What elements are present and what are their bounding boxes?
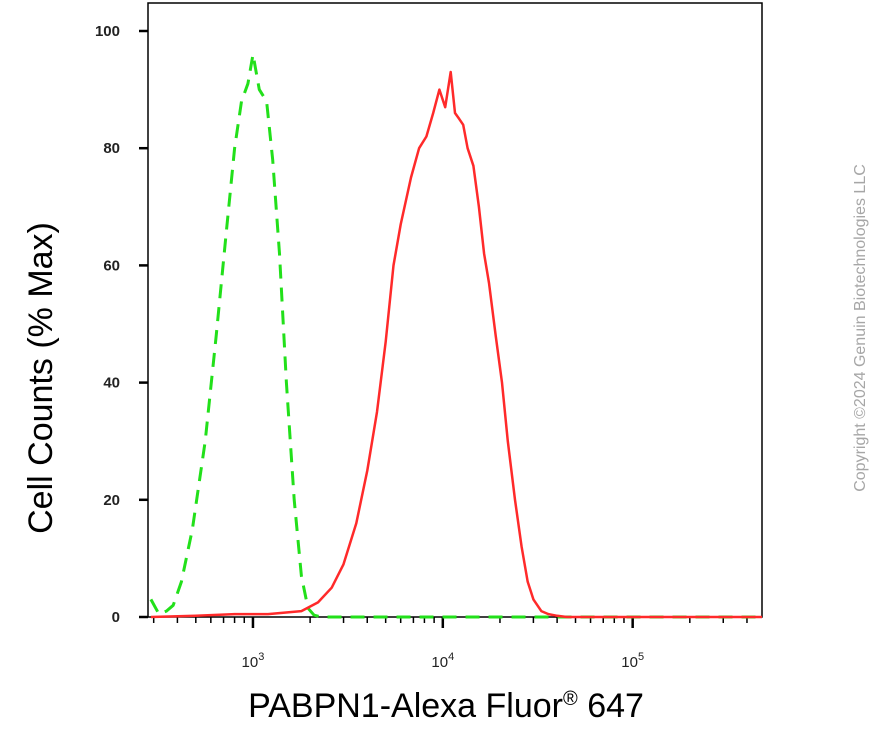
x-axis-title: PABPN1-Alexa Fluor® 647: [248, 687, 644, 725]
y-tick-label: 60: [103, 257, 120, 274]
y-tick-label: 80: [103, 140, 120, 157]
registered-mark: ®: [563, 688, 578, 710]
x-tick-label: 105: [621, 651, 644, 671]
x-tick-base: 10: [431, 654, 448, 671]
y-axis-title: Cell Counts (% Max): [22, 222, 60, 534]
y-tick-label: 20: [103, 492, 120, 509]
y-axis: 0 20 40 60 80 100: [95, 23, 148, 626]
y-tick-label: 100: [95, 23, 120, 40]
series-layer: [149, 52, 762, 619]
series-line-dashed: [149, 52, 762, 619]
plot-frame: [147, 2, 763, 618]
x-tick-label: 104: [431, 651, 454, 671]
x-axis: 103 104 105: [152, 617, 748, 671]
copyright-watermark: Copyright ©2024 Genuin Biotechnologies L…: [852, 164, 869, 492]
y-tick-label: 0: [112, 609, 120, 626]
x-tick-exponent: 4: [448, 651, 454, 663]
y-tick-label: 40: [103, 375, 120, 392]
plot-border: [147, 2, 763, 618]
x-axis-title-main: PABPN1-Alexa Fluor: [248, 687, 563, 725]
x-axis-title-suffix: 647: [578, 687, 644, 725]
x-tick-exponent: 3: [258, 651, 264, 663]
x-tick-label: 103: [242, 651, 265, 671]
x-tick-base: 10: [242, 654, 259, 671]
x-tick-base: 10: [621, 654, 638, 671]
x-tick-exponent: 5: [638, 651, 644, 663]
series-line-solid: [150, 70, 762, 619]
